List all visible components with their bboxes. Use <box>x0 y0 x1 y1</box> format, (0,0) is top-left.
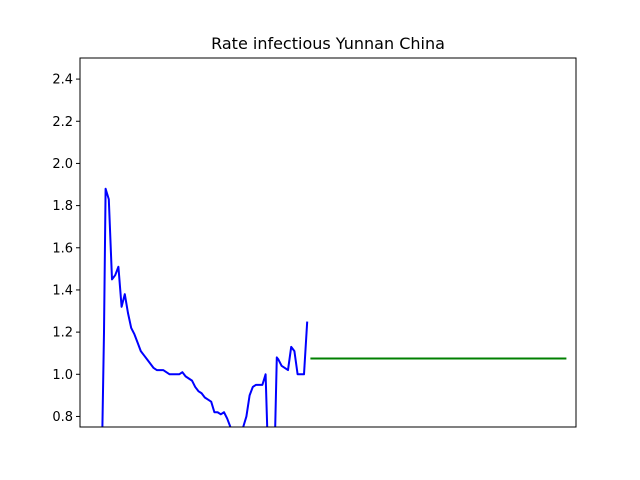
chart-title: Rate infectious Yunnan China <box>211 34 445 53</box>
series-0-line-segment-1 <box>242 373 269 427</box>
y-tick-label: 0.8 <box>52 410 73 425</box>
y-tick-label: 2.4 <box>52 73 73 88</box>
series-0-line-segment-2 <box>274 321 309 427</box>
y-tick-label: 2.0 <box>52 157 73 172</box>
y-tick-label: 2.2 <box>52 115 73 130</box>
y-tick-label: 1.0 <box>52 368 73 383</box>
y-tick-label: 1.6 <box>52 241 73 256</box>
y-tick-label: 1.8 <box>52 199 73 214</box>
series-0-line-segment-0 <box>101 187 232 427</box>
y-axis: 0.8 1.0 1.2 1.4 1.6 1.8 2.0 2.2 2.4 <box>52 73 80 425</box>
series-layer <box>101 187 567 427</box>
plot-frame <box>79 57 577 428</box>
y-tick-label: 1.2 <box>52 326 73 341</box>
y-tick-label: 1.4 <box>52 283 73 298</box>
